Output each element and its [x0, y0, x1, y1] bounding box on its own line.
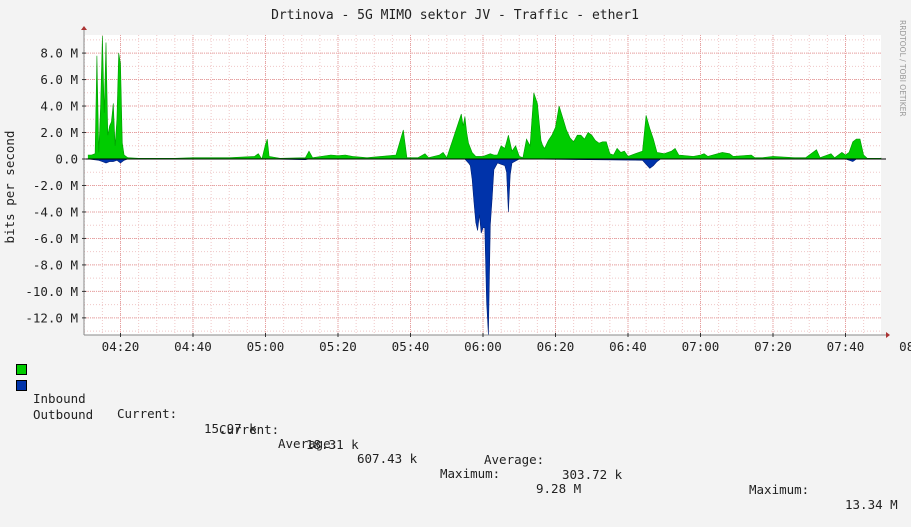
y-tick-label: 0.0 [55, 152, 78, 167]
y-tick-label: -4.0 M [33, 204, 78, 219]
outbound-average-label: Average: [484, 452, 545, 467]
inbound-average-value: 607.43 k [357, 451, 418, 466]
legend: Inbound Current: 15.97 k Average: 607.43… [0, 360, 911, 512]
series-area-outbound [87, 159, 881, 336]
series-line-inbound [87, 35, 882, 160]
y-tick-label: -8.0 M [33, 257, 78, 272]
y-axis-label: bits per second [2, 131, 17, 244]
y-tick-label: 8.0 M [40, 46, 78, 61]
y-tick-label: -6.0 M [33, 231, 78, 246]
outbound-average-value: 303.72 k [562, 467, 623, 482]
grid [83, 35, 881, 335]
x-tick-label: 07:20 [754, 339, 792, 354]
y-tick-label: 4.0 M [40, 99, 78, 114]
inbound-maximum-label: Maximum: [440, 466, 501, 481]
series-line-outbound [87, 158, 881, 336]
x-tick-label: 06:20 [537, 339, 575, 354]
y-tick-label: 6.0 M [40, 72, 78, 87]
chart-title: Drtinova - 5G MIMO sektor JV - Traffic -… [271, 8, 639, 23]
x-tick-label: 07:40 [827, 339, 865, 354]
outbound-current-value: 18.31 k [306, 437, 359, 452]
y-tick-label: 2.0 M [40, 125, 78, 140]
x-axis-arrow [886, 332, 890, 338]
inbound-current-label: Current: [117, 406, 178, 421]
y-axis-arrow [81, 26, 87, 30]
x-tick-labels: 04:20 04:40 05:00 05:20 05:40 06:00 06:20 06:40… [102, 339, 911, 354]
y-tick-label: -12.0 M [25, 310, 78, 325]
outbound-swatch [16, 380, 27, 391]
rrdtool-watermark: RRDTOOL / TOBI OETIKER [898, 20, 907, 117]
y-tick-label: -2.0 M [33, 178, 78, 193]
x-tick-label: 04:40 [174, 339, 212, 354]
x-tick-label: 05:20 [319, 339, 357, 354]
x-tick-label: 06:40 [609, 339, 647, 354]
outbound-name: Outbound [33, 407, 94, 422]
x-tick-label: 08:00 [899, 339, 911, 354]
x-tick-label: 04:20 [102, 339, 140, 354]
series-layer [87, 35, 882, 336]
x-tick-label: 06:00 [464, 339, 502, 354]
traffic-chart: Drtinova - 5G MIMO sektor JV - Traffic -… [2, 8, 911, 354]
y-tick-labels: 8.0 M 6.0 M 4.0 M 2.0 M 0.0 -2.0 M -4.0 M -6.0 … [25, 46, 78, 326]
x-tick-label: 05:00 [247, 339, 285, 354]
x-tick-label: 07:00 [682, 339, 720, 354]
outbound-current-label: Current: [219, 422, 280, 437]
x-tick-label: 05:40 [392, 339, 430, 354]
inbound-maximum-value: 9.28 M [536, 481, 582, 496]
y-tick-label: -10.0 M [25, 284, 78, 299]
outbound-maximum-value: 13.34 M [845, 497, 898, 512]
axes [81, 26, 890, 338]
outbound-maximum-label: Maximum: [749, 482, 810, 497]
inbound-swatch [16, 364, 27, 375]
